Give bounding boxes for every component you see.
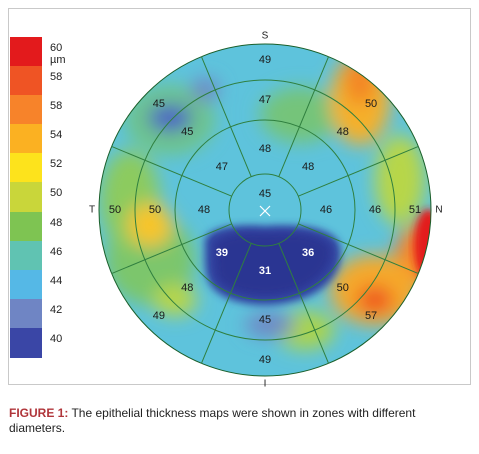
sector-divider [298,146,419,197]
scale-label: 58 [50,71,63,84]
zone-value-ring2-top: 48 [259,143,271,155]
zone-value-ring4-lower_left: 49 [153,310,165,322]
epithelial-thickness-map: 45 48 48 46 36 31 39 48 47 47 48 46 50 45 48 50 45 49 50 51… [89,31,443,390]
orientation-temporal: T [89,205,95,216]
zone-value-ring4-upper_left: 45 [153,98,165,110]
zone-ring [174,119,356,301]
zone-value-ring2-left: 48 [198,204,210,216]
zone-value-ring3-top: 47 [259,94,271,106]
thickness-color-scale: 60 µm 58 58 54 52 50 48 46 44 42 40 [10,37,66,358]
sector-divider [111,146,232,197]
figure-caption: FIGURE 1: The epithelial thickness maps … [9,406,471,436]
zone-value-ring3-upper_right: 48 [337,126,349,138]
scale-swatch [10,95,42,126]
scale-label: 42 [50,303,63,316]
zone-value-ring4-left: 50 [109,204,121,216]
scale-label: 46 [50,245,63,258]
zone-value-ring3-bottom: 45 [259,314,271,326]
heatmap-fill [99,44,431,376]
orientation-inferior: I [264,379,267,390]
zone-value-ring4-bottom: 49 [259,354,271,366]
scale-swatch [10,269,42,300]
scale-label: 40 [50,332,63,345]
sector-divider [201,56,252,177]
sector-divider [278,243,329,364]
zone-value-labels: 45 48 48 46 36 31 39 48 47 47 48 46 50 45 48 50 45 49 50 51… [89,31,443,390]
scale-label: 50 [50,187,63,200]
zone-value-ring4-top: 49 [259,54,271,66]
zone-ring [134,79,396,341]
scale-swatch [10,182,42,213]
scale-label: 44 [50,274,63,287]
zone-ring [228,173,302,247]
zone-value-ring2-upper_left: 47 [216,161,228,173]
scale-label: 54 [50,129,63,142]
zone-value-center: 45 [259,188,271,200]
zone-value-ring3-lower_right: 50 [337,282,349,294]
scale-swatch [10,327,42,358]
scale-swatch [10,124,42,155]
scale-label: 58 [50,100,63,113]
zone-value-ring3-lower_left: 48 [181,282,193,294]
scale-swatch [10,240,42,271]
sector-divider [278,56,329,177]
zone-value-ring3-upper_left: 45 [181,126,193,138]
scale-swatch [10,298,42,329]
scale-label: 48 [50,216,63,229]
zone-value-ring3-left: 50 [149,204,161,216]
sector-divider [201,243,252,364]
zone-value-ring2-bottom: 31 [259,265,271,277]
zone-boundary-lines [98,43,432,377]
zone-value-ring4-upper_right: 50 [365,98,377,110]
zone-value-ring4-right: 51 [409,204,421,216]
scale-swatch [10,66,42,97]
caption-text: The epithelial thickness maps were shown… [9,406,416,435]
zone-value-ring4-lower_right: 57 [365,310,377,322]
zone-value-ring2-upper_right: 48 [302,161,314,173]
sector-divider [298,223,419,274]
caption-lead: FIGURE 1: [9,406,69,420]
zone-value-ring2-lower_right: 36 [302,247,314,259]
scale-swatch [10,211,42,242]
orientation-nasal: N [435,205,442,216]
center-cross [259,205,271,217]
scale-swatch [10,37,42,68]
zone-value-ring3-right: 46 [369,204,381,216]
zone-value-ring2-right: 46 [320,204,332,216]
scale-label: 60 µm [50,42,66,66]
scale-label: 52 [50,158,63,171]
orientation-superior: S [262,31,269,42]
scale-swatch [10,153,42,184]
zone-value-ring2-lower_left: 39 [216,247,228,259]
sector-divider [111,223,232,274]
